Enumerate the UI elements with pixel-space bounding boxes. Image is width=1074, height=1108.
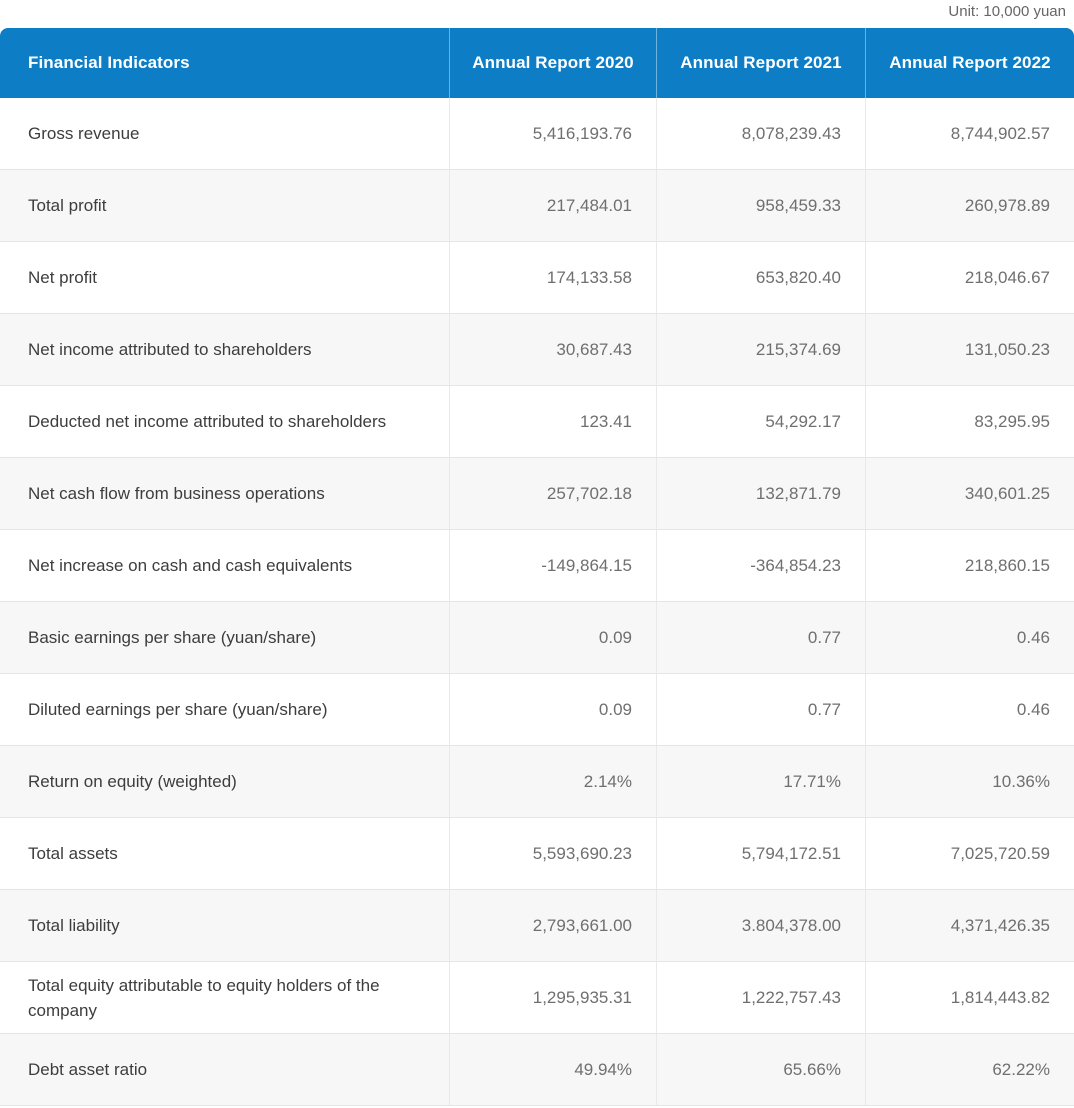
- row-value: 7,025,720.59: [865, 818, 1074, 890]
- table-row: Debt asset ratio 49.94% 65.66% 62.22%: [0, 1034, 1074, 1106]
- row-value: 1,222,757.43: [656, 962, 865, 1034]
- row-value: 2.14%: [449, 746, 656, 818]
- row-value: 340,601.25: [865, 458, 1074, 530]
- row-label: Deducted net income attributed to shareh…: [0, 386, 449, 458]
- table-body: Gross revenue 5,416,193.76 8,078,239.43 8,7…: [0, 98, 1074, 1106]
- row-value: 217,484.01: [449, 170, 656, 242]
- table-row: Return on equity (weighted) 2.14% 17.71% 10…: [0, 746, 1074, 818]
- row-value: 653,820.40: [656, 242, 865, 314]
- row-value: -364,854.23: [656, 530, 865, 602]
- row-value: 1,814,443.82: [865, 962, 1074, 1034]
- table-row: Total assets 5,593,690.23 5,794,172.51 7,02…: [0, 818, 1074, 890]
- row-value: 0.77: [656, 602, 865, 674]
- row-value: 4,371,426.35: [865, 890, 1074, 962]
- row-value: 132,871.79: [656, 458, 865, 530]
- row-label: Total equity attributable to equity hold…: [0, 962, 449, 1034]
- row-value: 8,744,902.57: [865, 98, 1074, 170]
- row-value: 218,046.67: [865, 242, 1074, 314]
- financial-indicators-table: Financial Indicators Annual Report 2020 …: [0, 28, 1074, 1106]
- table-row: Net profit 174,133.58 653,820.40 218,046.67: [0, 242, 1074, 314]
- row-label: Net income attributed to shareholders: [0, 314, 449, 386]
- row-value: 5,794,172.51: [656, 818, 865, 890]
- row-value: 0.77: [656, 674, 865, 746]
- row-value: 218,860.15: [865, 530, 1074, 602]
- table-row: Net cash flow from business operations 25…: [0, 458, 1074, 530]
- table-row: Total liability 2,793,661.00 3.804,378.00 4…: [0, 890, 1074, 962]
- row-label: Net cash flow from business operations: [0, 458, 449, 530]
- column-header-indicators: Financial Indicators: [0, 28, 449, 98]
- table-row: Total profit 217,484.01 958,459.33 260,978.…: [0, 170, 1074, 242]
- row-value: 2,793,661.00: [449, 890, 656, 962]
- row-value: 0.46: [865, 602, 1074, 674]
- row-value: 123.41: [449, 386, 656, 458]
- row-label: Net profit: [0, 242, 449, 314]
- row-label: Basic earnings per share (yuan/share): [0, 602, 449, 674]
- row-value: 65.66%: [656, 1034, 865, 1106]
- row-value: 260,978.89: [865, 170, 1074, 242]
- table-row: Gross revenue 5,416,193.76 8,078,239.43 8,7…: [0, 98, 1074, 170]
- table-row: Basic earnings per share (yuan/share) 0.0…: [0, 602, 1074, 674]
- row-value: 215,374.69: [656, 314, 865, 386]
- row-label: Net increase on cash and cash equivalent…: [0, 530, 449, 602]
- row-label: Total assets: [0, 818, 449, 890]
- row-value: 5,593,690.23: [449, 818, 656, 890]
- row-value: 0.09: [449, 602, 656, 674]
- row-label: Diluted earnings per share (yuan/share): [0, 674, 449, 746]
- row-value: 54,292.17: [656, 386, 865, 458]
- table-row: Net income attributed to shareholders 30,…: [0, 314, 1074, 386]
- row-value: 174,133.58: [449, 242, 656, 314]
- row-value: 0.46: [865, 674, 1074, 746]
- row-value: 257,702.18: [449, 458, 656, 530]
- row-value: 8,078,239.43: [656, 98, 865, 170]
- row-value: -149,864.15: [449, 530, 656, 602]
- table-row: Total equity attributable to equity hold…: [0, 962, 1074, 1034]
- row-value: 62.22%: [865, 1034, 1074, 1106]
- row-label: Return on equity (weighted): [0, 746, 449, 818]
- row-value: 1,295,935.31: [449, 962, 656, 1034]
- column-header-2021: Annual Report 2021: [656, 28, 865, 98]
- row-value: 10.36%: [865, 746, 1074, 818]
- row-label: Total profit: [0, 170, 449, 242]
- column-header-2020: Annual Report 2020: [449, 28, 656, 98]
- row-label: Gross revenue: [0, 98, 449, 170]
- table-row: Diluted earnings per share (yuan/share) 0…: [0, 674, 1074, 746]
- unit-label-row: Unit: 10,000 yuan: [0, 0, 1074, 28]
- row-value: 30,687.43: [449, 314, 656, 386]
- row-value: 0.09: [449, 674, 656, 746]
- row-value: 3.804,378.00: [656, 890, 865, 962]
- row-label: Total liability: [0, 890, 449, 962]
- table-row: Deducted net income attributed to shareh…: [0, 386, 1074, 458]
- row-value: 17.71%: [656, 746, 865, 818]
- row-value: 5,416,193.76: [449, 98, 656, 170]
- table-header: Financial Indicators Annual Report 2020 …: [0, 28, 1074, 98]
- row-value: 131,050.23: [865, 314, 1074, 386]
- row-value: 83,295.95: [865, 386, 1074, 458]
- table-header-row: Financial Indicators Annual Report 2020 …: [0, 28, 1074, 98]
- table-row: Net increase on cash and cash equivalent…: [0, 530, 1074, 602]
- row-value: 49.94%: [449, 1034, 656, 1106]
- column-header-2022: Annual Report 2022: [865, 28, 1074, 98]
- unit-label: Unit: 10,000 yuan: [948, 3, 1066, 20]
- row-label: Debt asset ratio: [0, 1034, 449, 1106]
- row-value: 958,459.33: [656, 170, 865, 242]
